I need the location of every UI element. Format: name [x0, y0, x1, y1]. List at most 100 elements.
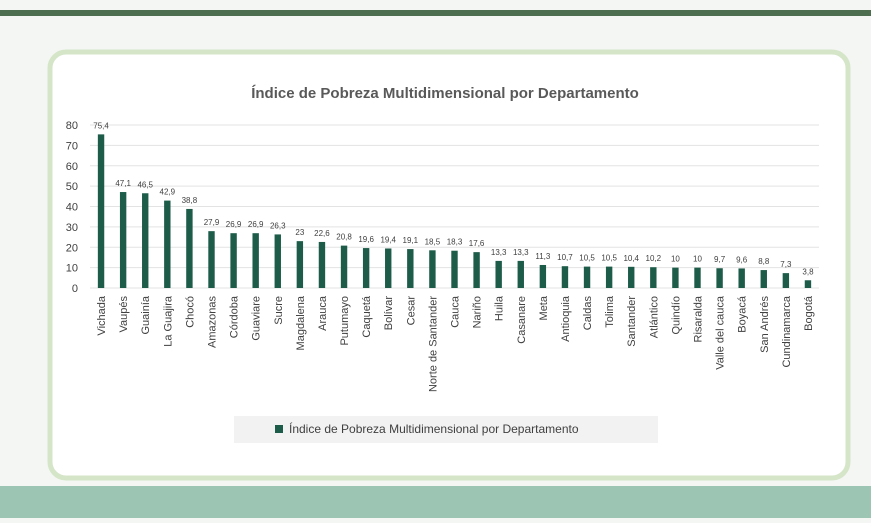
bar	[561, 266, 569, 288]
x-tick-label: Meta	[538, 295, 550, 320]
bar	[495, 260, 502, 288]
value-label: 26,9	[226, 220, 242, 229]
bar	[760, 270, 767, 288]
bar	[716, 268, 723, 288]
value-label: 46,5	[137, 180, 153, 189]
bar	[164, 200, 171, 288]
bar	[362, 248, 370, 288]
bar	[694, 267, 701, 288]
bar	[340, 245, 348, 288]
x-tick-label: Huila	[494, 295, 506, 321]
y-tick-label: 40	[66, 202, 78, 214]
x-tick-label: Norte de Santander	[427, 296, 439, 392]
y-tick-label: 50	[66, 181, 78, 193]
y-tick-label: 70	[66, 140, 78, 152]
bar	[230, 233, 237, 288]
value-label: 8,8	[758, 257, 770, 266]
x-tick-label: Magdalena	[295, 295, 307, 350]
legend-label: Índice de Pobreza Multidimensional por D…	[289, 421, 579, 436]
x-tick-label: Arauca	[317, 295, 329, 331]
value-label: 19,4	[380, 235, 396, 244]
bar	[318, 241, 326, 288]
value-label: 22,6	[314, 229, 330, 238]
value-label: 11,3	[535, 252, 551, 261]
x-tick-label: Amazonas	[207, 296, 219, 348]
value-label: 9,7	[714, 255, 726, 264]
x-tick-label: Atlántico	[648, 296, 660, 338]
chart-title: Índice de Pobreza Multidimensional por D…	[251, 85, 639, 102]
bar	[628, 266, 635, 288]
bar	[429, 250, 436, 288]
bar	[451, 250, 458, 288]
bar	[407, 249, 414, 288]
bar	[804, 280, 812, 288]
value-label: 26,3	[270, 221, 286, 230]
value-label: 10,7	[557, 253, 573, 262]
x-tick-label: San Andrés	[759, 296, 771, 353]
bar	[142, 193, 149, 288]
bar	[385, 248, 392, 288]
x-tick-label: Guainía	[140, 295, 152, 334]
x-tick-label: Chocó	[184, 296, 196, 328]
value-label: 9,6	[736, 255, 748, 264]
value-label: 13,3	[491, 248, 507, 257]
y-tick-label: 0	[72, 283, 78, 295]
bar	[782, 273, 790, 288]
value-label: 10,5	[579, 254, 595, 263]
value-label: 17,6	[469, 239, 485, 248]
value-label: 10,4	[623, 254, 639, 263]
value-label: 42,9	[160, 188, 176, 197]
bottom-bar	[0, 486, 871, 518]
x-tick-label: Cauca	[450, 295, 462, 328]
x-tick-label: Guaviare	[251, 296, 263, 341]
value-label: 26,9	[248, 220, 264, 229]
x-tick-label: Casanare	[516, 296, 528, 344]
top-bar	[0, 10, 871, 16]
bar	[539, 264, 547, 288]
bar	[672, 267, 679, 288]
value-label: 3,8	[802, 267, 814, 276]
bar	[605, 266, 613, 288]
bar	[119, 192, 127, 288]
x-tick-label: Nariño	[472, 296, 484, 328]
bar	[650, 267, 657, 288]
value-label: 47,1	[115, 179, 131, 188]
x-tick-label: Vichada	[96, 295, 108, 335]
bar	[274, 234, 281, 288]
value-label: 38,8	[182, 196, 198, 205]
x-tick-label: Boyacá	[737, 295, 749, 333]
value-label: 18,5	[425, 237, 441, 246]
value-label: 7,3	[780, 260, 792, 269]
bar	[738, 268, 745, 288]
x-tick-label: Tolima	[604, 295, 616, 328]
x-tick-label: Risaralda	[693, 295, 705, 342]
x-tick-label: Cesar	[405, 296, 417, 326]
value-label: 23	[295, 228, 304, 237]
x-tick-label: Cundinamarca	[781, 295, 793, 367]
bar	[473, 252, 480, 288]
legend-swatch	[275, 425, 283, 433]
card	[47, 49, 851, 481]
bar	[97, 134, 105, 288]
bar	[208, 231, 215, 288]
x-tick-label: Antioquia	[560, 295, 572, 342]
y-tick-label: 20	[66, 242, 78, 254]
x-tick-label: Valle del cauca	[715, 295, 727, 370]
value-label: 75,4	[93, 121, 109, 130]
value-label: 19,1	[403, 236, 419, 245]
x-tick-label: Caldas	[582, 296, 594, 331]
value-label: 20,8	[336, 233, 352, 242]
x-tick-label: Santander	[626, 296, 638, 347]
value-label: 18,3	[447, 238, 463, 247]
y-tick-label: 10	[66, 263, 78, 275]
bar	[186, 208, 193, 288]
bar	[517, 260, 524, 288]
x-tick-label: Putumayo	[339, 296, 351, 346]
y-tick-label: 60	[66, 161, 78, 173]
bar	[252, 233, 259, 288]
x-tick-label: La Guajira	[162, 295, 174, 347]
x-tick-label: Bolívar	[383, 296, 395, 331]
value-label: 19,6	[358, 235, 374, 244]
